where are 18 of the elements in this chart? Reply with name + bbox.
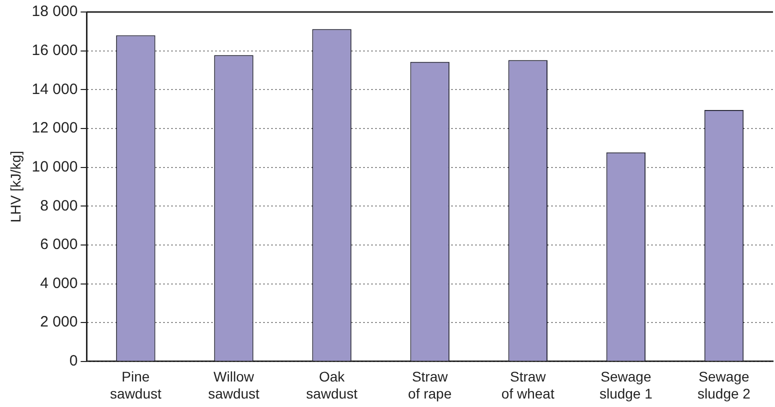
x-tick-label: Oak sawdust	[306, 368, 358, 402]
y-tick-label: 2 000	[40, 314, 78, 331]
y-tick-label: 6 000	[40, 236, 78, 254]
y-tick-label: 10 000	[32, 158, 78, 176]
x-tick-label: Sewage sludge 2	[698, 368, 751, 402]
y-tick-label: 18 000	[32, 3, 78, 20]
y-axis-title: LHV [kJ/kg]	[7, 150, 24, 222]
x-tick-label: Straw of rape	[408, 368, 452, 402]
x-tick-label: Straw of wheat	[501, 368, 554, 402]
y-tick-label: 8 000	[40, 197, 78, 214]
y-tick-label: 0	[69, 352, 78, 370]
y-tick-label: 4 000	[40, 274, 78, 292]
y-tick-label: 16 000	[32, 42, 78, 59]
y-tick-label: 12 000	[32, 120, 78, 137]
x-tick-label: Sewage sludge 1	[599, 368, 653, 402]
x-tick-label: Willow sawdust	[208, 368, 260, 402]
x-tick-label: Pine sawdust	[110, 368, 162, 402]
y-tick-label: 14 000	[32, 80, 78, 98]
